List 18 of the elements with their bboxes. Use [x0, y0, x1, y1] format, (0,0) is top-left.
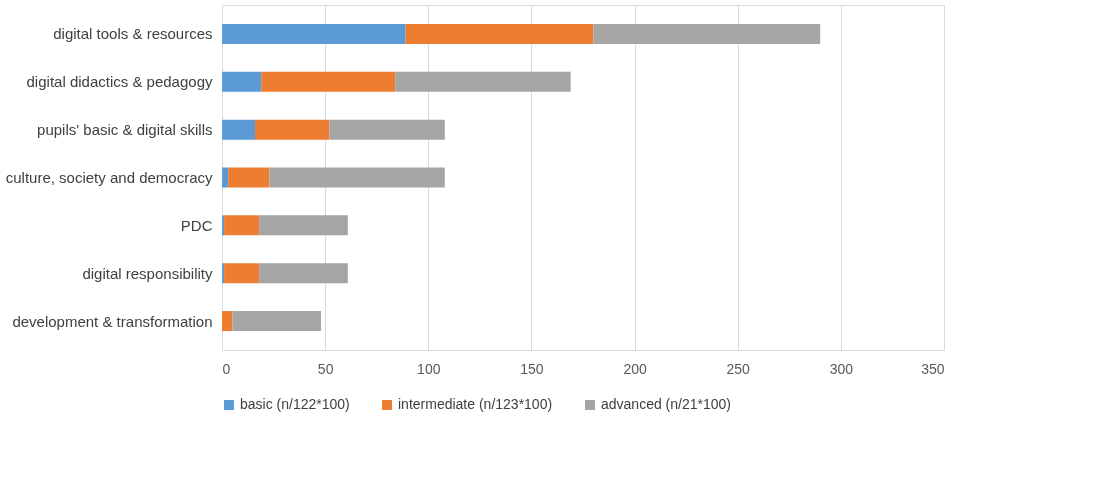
x-tick-label: 350 [921, 360, 945, 377]
y-tick-label: digital responsibility [82, 264, 213, 282]
x-tick-label: 150 [520, 360, 544, 377]
y-tick-label: digital tools & resources [53, 25, 213, 43]
legend-label: advanced (n/21*100) [601, 396, 731, 412]
x-tick-label: 0 [222, 360, 231, 377]
x-tick-label: 50 [317, 360, 334, 377]
x-tick-label: 250 [726, 360, 751, 377]
y-tick-label: pupils' basic & digital skills [37, 121, 213, 139]
y-tick-label: culture, society and democracy [5, 169, 213, 186]
y-tick-label: development & transformation [12, 312, 213, 330]
y-tick-label: digital didactics & pedagogy [26, 73, 213, 91]
legend-label: basic (n/122*100) [240, 396, 350, 412]
x-tick-label: 300 [829, 360, 854, 377]
legend-label: intermediate (n/123*100) [398, 396, 553, 412]
x-tick-label: 200 [623, 360, 647, 377]
x-tick-label: 100 [417, 360, 441, 377]
y-tick-label: PDC [180, 216, 213, 234]
